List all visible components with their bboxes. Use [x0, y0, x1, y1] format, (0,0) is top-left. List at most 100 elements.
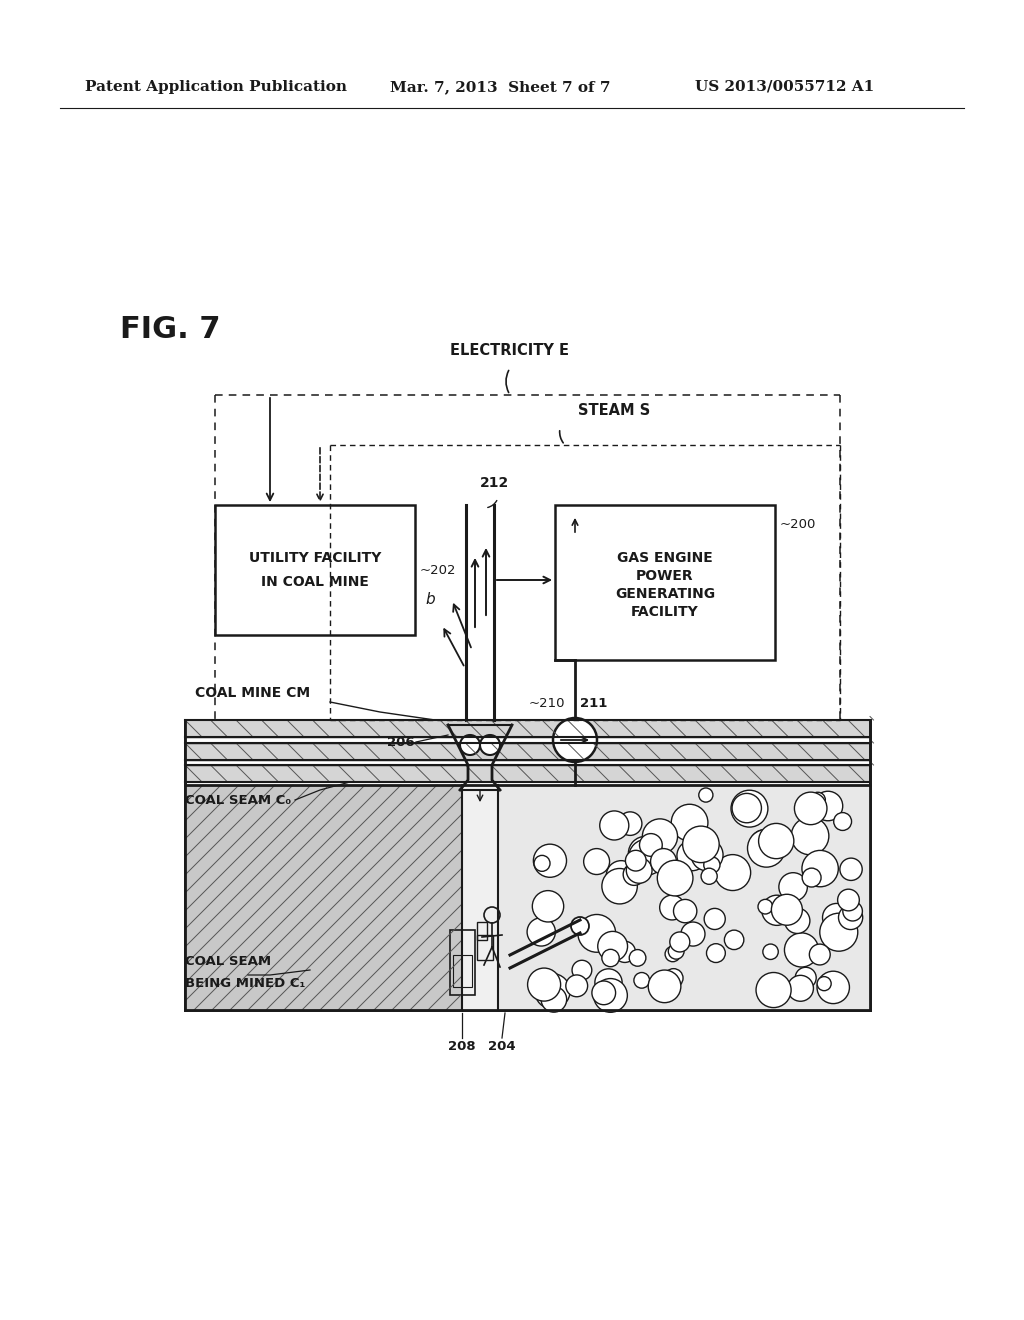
Circle shape	[650, 849, 677, 874]
Circle shape	[602, 869, 637, 904]
Circle shape	[648, 970, 681, 1003]
Bar	[477, 921, 487, 940]
Circle shape	[834, 813, 852, 830]
Circle shape	[810, 792, 825, 808]
Circle shape	[627, 858, 652, 883]
Circle shape	[838, 890, 859, 911]
Circle shape	[629, 837, 663, 870]
Circle shape	[731, 791, 768, 828]
Text: COAL SEAM: COAL SEAM	[185, 954, 271, 968]
Text: 211: 211	[580, 697, 607, 710]
Circle shape	[629, 840, 665, 875]
Circle shape	[642, 818, 678, 854]
Circle shape	[578, 915, 615, 952]
Circle shape	[817, 977, 831, 991]
Bar	[555, 506, 775, 660]
Circle shape	[677, 841, 708, 871]
Text: 212: 212	[480, 477, 509, 490]
Circle shape	[705, 908, 725, 929]
Circle shape	[784, 933, 818, 968]
Circle shape	[527, 917, 555, 946]
Circle shape	[779, 873, 807, 902]
Circle shape	[701, 869, 717, 884]
Circle shape	[817, 972, 850, 1003]
Circle shape	[763, 944, 778, 960]
Circle shape	[820, 913, 858, 952]
Circle shape	[535, 855, 550, 871]
Circle shape	[618, 812, 642, 836]
Circle shape	[584, 849, 609, 875]
Text: ~202: ~202	[420, 564, 457, 577]
Circle shape	[460, 735, 480, 755]
Bar	[185, 760, 870, 766]
Circle shape	[672, 804, 708, 841]
Text: 204: 204	[488, 1040, 516, 1053]
Circle shape	[536, 973, 550, 987]
Circle shape	[756, 973, 792, 1007]
Circle shape	[624, 863, 645, 886]
Bar	[185, 719, 870, 1010]
Circle shape	[809, 944, 830, 965]
Circle shape	[845, 911, 860, 925]
Circle shape	[681, 923, 705, 946]
Circle shape	[571, 917, 589, 935]
Circle shape	[598, 932, 628, 961]
Circle shape	[703, 857, 720, 873]
Circle shape	[592, 981, 615, 1005]
Circle shape	[670, 932, 690, 952]
Text: COAL MINE CM: COAL MINE CM	[195, 686, 310, 700]
Text: ~210: ~210	[528, 697, 565, 710]
Circle shape	[787, 975, 813, 1002]
Text: COAL SEAM C₀: COAL SEAM C₀	[185, 793, 291, 807]
Circle shape	[732, 793, 762, 822]
Text: STEAM S: STEAM S	[578, 403, 650, 418]
Text: FIG. 7: FIG. 7	[120, 315, 220, 345]
Circle shape	[724, 931, 743, 949]
Circle shape	[614, 941, 636, 962]
Circle shape	[784, 908, 810, 933]
Circle shape	[839, 906, 862, 929]
Circle shape	[665, 969, 683, 987]
Circle shape	[634, 973, 649, 989]
Circle shape	[665, 946, 680, 962]
Circle shape	[698, 788, 713, 803]
Circle shape	[541, 986, 566, 1012]
Text: Patent Application Publication: Patent Application Publication	[85, 81, 347, 94]
Circle shape	[840, 858, 862, 880]
Circle shape	[669, 944, 684, 960]
Circle shape	[535, 974, 570, 1008]
Text: Mar. 7, 2013  Sheet 7 of 7: Mar. 7, 2013 Sheet 7 of 7	[390, 81, 610, 94]
Bar	[477, 935, 493, 960]
Text: BEING MINED C₁: BEING MINED C₁	[185, 977, 305, 990]
Circle shape	[802, 850, 839, 887]
Circle shape	[640, 834, 663, 857]
Circle shape	[792, 817, 828, 855]
Circle shape	[843, 902, 862, 921]
Circle shape	[796, 968, 816, 989]
Circle shape	[683, 826, 719, 863]
Text: GAS ENGINE: GAS ENGINE	[617, 552, 713, 565]
Circle shape	[595, 969, 623, 997]
Text: IN COAL MINE: IN COAL MINE	[261, 576, 369, 589]
Circle shape	[795, 792, 827, 825]
Circle shape	[707, 944, 725, 962]
Circle shape	[626, 850, 646, 871]
Circle shape	[674, 899, 697, 923]
Circle shape	[532, 891, 563, 921]
Circle shape	[606, 861, 636, 891]
Bar	[185, 743, 870, 760]
Text: ELECTRICITY E: ELECTRICITY E	[451, 343, 569, 358]
Bar	[498, 785, 870, 1010]
Circle shape	[607, 813, 629, 834]
Text: 208: 208	[449, 1040, 476, 1053]
Circle shape	[758, 899, 773, 913]
Circle shape	[659, 895, 684, 920]
Text: UTILITY FACILITY: UTILITY FACILITY	[249, 550, 381, 565]
Circle shape	[534, 845, 566, 878]
Circle shape	[750, 830, 779, 859]
Circle shape	[759, 824, 794, 859]
Text: ~200: ~200	[780, 519, 816, 532]
Circle shape	[771, 894, 803, 925]
Circle shape	[691, 840, 723, 871]
Circle shape	[802, 869, 821, 887]
